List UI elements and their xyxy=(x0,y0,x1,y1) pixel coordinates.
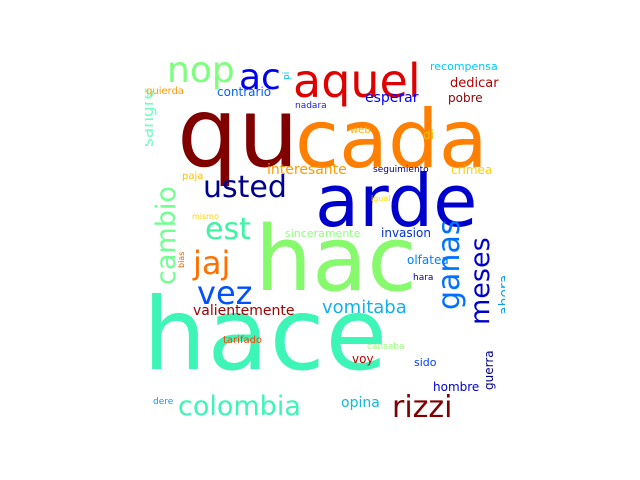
word-esperar: esperar xyxy=(365,90,419,106)
word-valientemente: valientemente xyxy=(193,303,295,319)
word-rizzi: rizzi xyxy=(392,390,453,425)
word-mismo: mismo xyxy=(192,212,219,221)
word-qu: qu xyxy=(177,77,299,189)
word-sido: sido xyxy=(414,356,437,369)
word-usted: usted xyxy=(203,170,287,205)
word-nop: nop xyxy=(167,55,235,91)
word-colombia: colombia xyxy=(178,391,301,422)
word-cambio: cambio xyxy=(151,186,182,285)
word-seguimiento: seguimiento xyxy=(373,165,429,175)
word-interesante: interesante xyxy=(267,162,347,178)
word-arde: arde xyxy=(315,159,478,243)
word-web: web xyxy=(350,125,371,136)
word-cada: cada xyxy=(295,93,488,186)
word-tarifado: tarifado xyxy=(223,335,263,346)
word-sinceramente: sinceramente xyxy=(285,227,361,240)
word-paja: paja xyxy=(182,171,204,182)
word-ahora: ahora xyxy=(497,274,505,315)
word-guerra: guerra xyxy=(482,350,496,390)
word-sangre: sangre xyxy=(145,89,158,147)
word-vomitaba: vomitaba xyxy=(322,297,407,318)
word-voy: voy xyxy=(352,352,374,366)
word-dere: dere xyxy=(153,397,174,407)
word-di: di xyxy=(423,128,434,142)
word-crimea: crimea xyxy=(451,163,493,177)
word-pi: pi xyxy=(282,71,292,80)
word-nadara: nadara xyxy=(295,101,327,111)
word-dedicar: dedicar xyxy=(450,76,499,91)
word-olfatea: olfatea xyxy=(407,253,449,267)
word-hac: hac xyxy=(255,207,417,312)
word-invasion: invasion xyxy=(381,226,431,240)
word-opina: opina xyxy=(341,395,380,411)
word-cansaba: cansaba xyxy=(367,342,405,352)
word-igual: igual xyxy=(371,194,391,203)
word-aquel: aquel xyxy=(293,55,421,108)
word-recompensa: recompensa xyxy=(430,60,498,73)
word-meses: meses xyxy=(465,237,496,325)
word-hace: hace xyxy=(145,276,389,393)
word-pobre: pobre xyxy=(448,91,483,105)
word-hombre: hombre xyxy=(433,380,480,394)
word-bias: bias xyxy=(177,251,186,268)
word-izquierda: izquierda xyxy=(145,86,185,97)
word-jaj: jaj xyxy=(193,244,231,282)
word-contrario: contrario xyxy=(217,85,272,99)
word-est: est xyxy=(205,212,251,247)
word-ac: ac xyxy=(239,57,281,98)
word-hara: hara xyxy=(413,273,434,283)
word-cloud: hace hac qu cada arde aquel ac nop usted… xyxy=(145,55,505,425)
word-vez: vez xyxy=(197,274,253,312)
